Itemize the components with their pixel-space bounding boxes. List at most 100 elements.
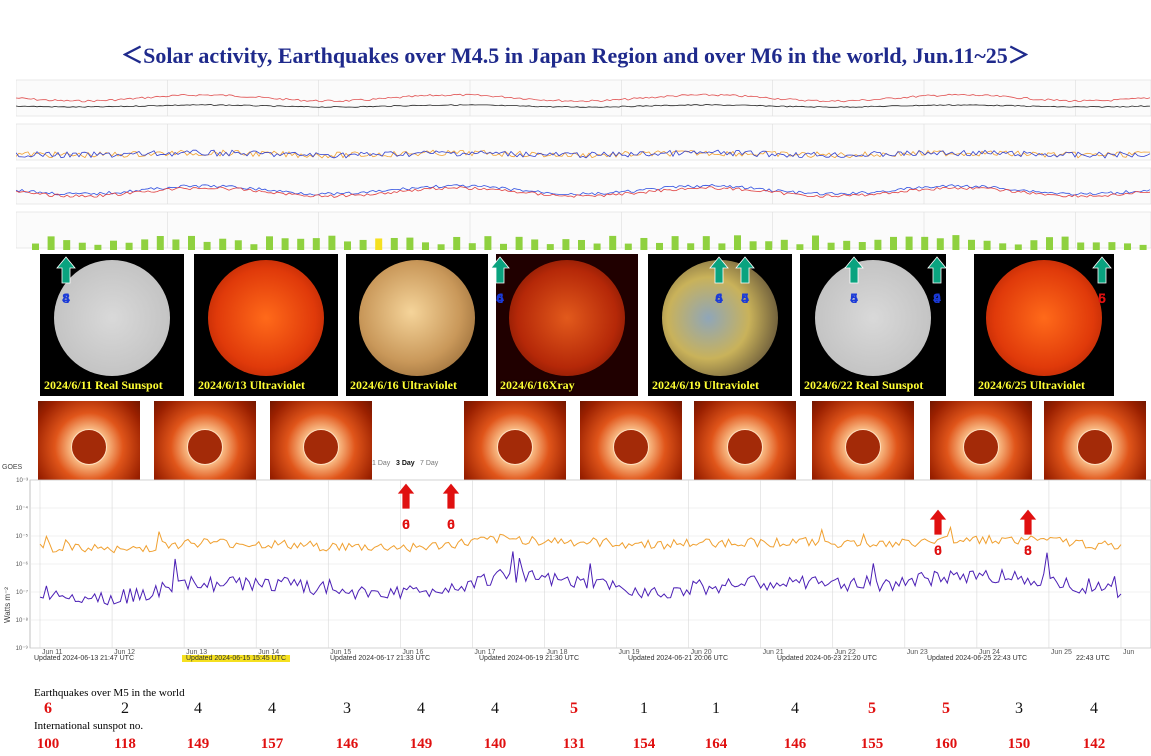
sun-disk [986, 260, 1102, 376]
kp-index-bar [390, 237, 398, 250]
up-arrow-icon [1092, 256, 1112, 284]
x-tick-label: Jun 20 [691, 649, 712, 656]
kp-index-bar [624, 243, 632, 250]
xray-flux-chart: GOES Watts m⁻² 10⁻³ 10⁻⁴ 10⁻⁵ 10⁻⁶ 10⁻⁷ 10⁻⁸ 1… [2, 460, 1151, 656]
quake-count: 4 [194, 700, 202, 717]
quake-magnitude-digit: 6 [934, 542, 942, 558]
kp-index-bar [874, 239, 882, 250]
x-tick-label: Jun 18 [546, 649, 567, 656]
quake-magnitude-digit: 0 [447, 516, 455, 532]
arrow-shape [928, 508, 948, 536]
x-tick-label: Jun 23 [907, 649, 928, 656]
kp-index-bar [188, 235, 195, 250]
x-tick-label: Jun 13 [186, 649, 207, 656]
kp-index-bar [297, 238, 305, 250]
sun-image-label: 2024/6/16 Ultraviolet [350, 378, 457, 392]
kp-index-bar [94, 244, 102, 250]
kp-index-bar [718, 243, 726, 250]
sunspot-number: 146 [783, 736, 807, 752]
quake-count: 5 [570, 700, 578, 717]
kp-index-bar [453, 236, 461, 250]
kp-index-bar [780, 239, 788, 250]
sun-image-label: 2024/6/11 Real Sunspot [44, 378, 163, 392]
chart-header: GOES [2, 464, 23, 471]
range-toggle[interactable]: 1 Day [372, 460, 391, 467]
update-stamp: 22:43 UTC [1076, 655, 1110, 662]
x-tick-label: Jun 14 [258, 649, 279, 656]
kp-index-bar [702, 236, 710, 250]
quake-magnitude-digit: 5 [850, 290, 858, 306]
solar-wind-density-line [16, 104, 1151, 108]
arrow-shape [56, 256, 76, 284]
particle-flux-blue-line [16, 149, 1151, 159]
kp-index-bar [500, 243, 507, 250]
update-stamp: Updated 2024-06-13 21:47 UTC [34, 655, 135, 662]
x-tick-label: Jun [1123, 649, 1134, 656]
kp-index-bar [1108, 242, 1116, 250]
quake-count: 4 [1090, 700, 1098, 717]
x-tick-label: Jun 17 [474, 649, 495, 656]
quake-count: 5 [942, 700, 950, 717]
kp-index-bar [406, 237, 414, 250]
page-title: ＜Solar activity, Earthquakes over M4.5 i… [121, 43, 1030, 68]
y-tick-label: 10⁻⁶ [16, 561, 29, 568]
kp-index-bar [687, 243, 695, 250]
quake-count: 4 [491, 700, 499, 717]
quake-magnitude-digit: 6 [1024, 542, 1032, 558]
quake-count: 1 [640, 700, 648, 717]
solar-wind-panels [16, 79, 1151, 250]
range-toggle[interactable]: 7 Day [420, 460, 439, 467]
sun-image: 2024/6/22 Real Sunspot [800, 254, 946, 396]
arrow-shape [1092, 256, 1112, 284]
quake-caption: Earthquakes over M5 in the world [34, 687, 185, 699]
quake-magnitude-digit: 3 [1024, 542, 1032, 558]
sun-disk [359, 260, 475, 376]
kp-index-bar [905, 236, 913, 250]
y-tick-label: 10⁻⁵ [16, 533, 29, 540]
kp-index-bar [968, 239, 975, 250]
arrow-shape [1018, 508, 1038, 536]
y-tick-label: 10⁻⁴ [16, 505, 29, 512]
kp-index-bar [1046, 237, 1053, 250]
quake-magnitude-digit: 8 [62, 290, 70, 306]
kp-index-bar [266, 236, 273, 250]
quake-count: 1 [712, 700, 720, 717]
up-arrow-icon [490, 256, 510, 284]
sun-image-label: 2024/6/22 Real Sunspot [804, 378, 924, 392]
kp-index-bar [250, 244, 258, 250]
kp-index-bar [765, 241, 773, 250]
kp-index-bar [749, 241, 757, 250]
kp-index-bar [999, 243, 1007, 250]
update-stamp: Updated 2024-06-25 22:43 UTC [927, 655, 1028, 662]
magnetometer-red-line [16, 186, 1151, 198]
sun-disk [815, 260, 931, 376]
solar-wind-panel-row [16, 79, 1151, 117]
kp-index-bar [141, 239, 149, 250]
sun-image: 2024/6/13 Ultraviolet [194, 254, 338, 396]
sunspot-number: 155 [860, 736, 884, 752]
kp-index-bar [328, 235, 336, 250]
sunspot-number: 164 [704, 736, 728, 752]
kp-index-bar [640, 237, 648, 250]
occulter-disk [71, 429, 107, 465]
kp-index-bar [1124, 243, 1131, 250]
quake-count: 5 [868, 700, 876, 717]
kp-index-bar [156, 236, 164, 250]
kp-index-bar [172, 239, 180, 250]
sun-image-label: 2024/6/16Xray [500, 378, 575, 392]
range-toggle[interactable]: 3 Day [396, 460, 415, 467]
x-tick-label: Jun 16 [402, 649, 423, 656]
quake-magnitude-digit: 6 [496, 290, 504, 306]
sunspot-caption: International sunspot no. [34, 720, 144, 732]
up-arrow-icon [441, 482, 461, 510]
kp-index-bar [531, 239, 539, 250]
quake-magnitude-digit: 4 [850, 290, 858, 306]
kp-index-bar [375, 238, 383, 250]
sun-image-label: 2024/6/13 Ultraviolet [198, 378, 305, 392]
quake-magnitude-digit: 9 [933, 290, 941, 306]
